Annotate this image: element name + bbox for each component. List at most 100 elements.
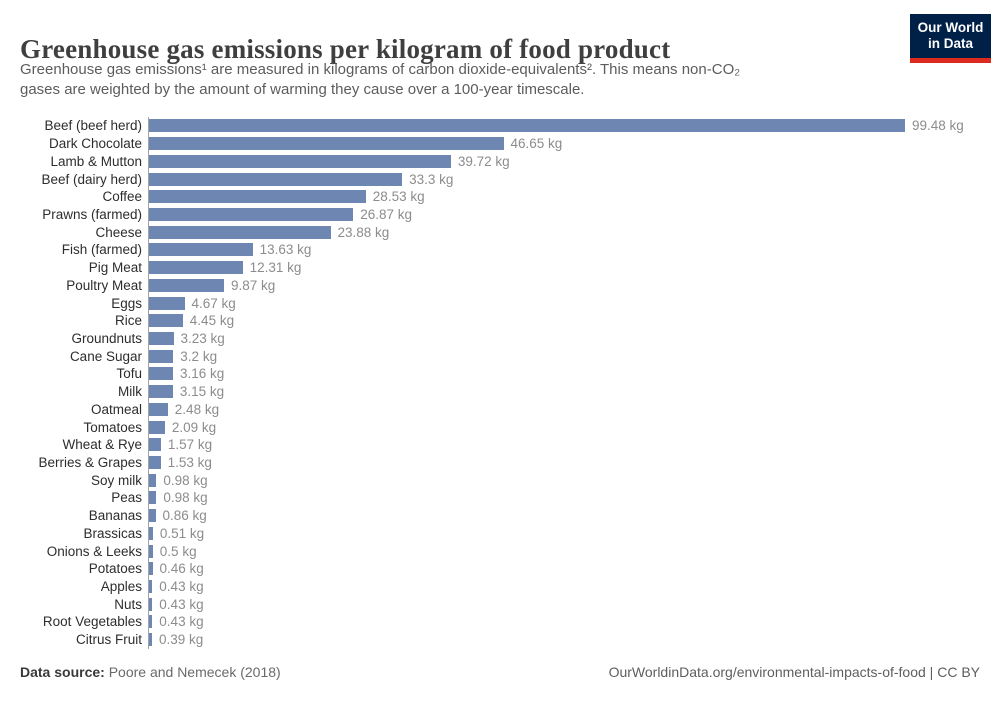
bar-track: 2.48 kg [148,400,980,419]
category-label: Apples [100,579,142,595]
bar-track: 13.63 kg [148,241,980,259]
bar-row: Berries & Grapes 1.53 kg [20,453,980,472]
category-label: Eggs [111,295,142,311]
bar[interactable] [149,526,153,540]
data-source-label: Data source: [20,664,105,680]
bar-row: Bananas 0.86 kg [20,506,980,525]
bar[interactable] [149,190,366,204]
category-label: Beef (dairy herd) [41,171,142,187]
bar-track: 1.57 kg [148,435,980,454]
bar-row: Milk 3.15 kg [20,382,980,401]
bar[interactable] [149,349,174,363]
bar[interactable] [149,438,161,452]
value-label: 0.5 kg [159,543,197,559]
category-label: Bananas [88,508,142,524]
bar[interactable] [149,509,156,523]
bar[interactable] [149,615,153,629]
bar[interactable] [149,385,173,399]
category-label: Lamb & Mutton [50,153,142,169]
category-label: Soy milk [90,472,142,488]
category-label: Wheat & Rye [62,437,142,453]
bar[interactable] [149,473,157,487]
bar[interactable] [149,137,504,151]
value-label: 26.87 kg [360,206,412,222]
bar-rows: Beef (beef herd) 99.48 kg Dark Chocolate 46… [20,117,980,649]
value-label: 0.98 kg [163,490,208,506]
bar-row: Rice 4.45 kg [20,311,980,330]
bar[interactable] [149,172,403,186]
bar[interactable] [149,314,183,328]
bar[interactable] [149,225,331,239]
bar-row: Tofu 3.16 kg [20,365,980,383]
credit-link[interactable]: OurWorldinData.org/environmental-impacts… [608,664,980,680]
bar[interactable] [149,580,153,594]
bar-track: 2.09 kg [148,418,980,436]
bar[interactable] [149,562,153,576]
value-label: 1.53 kg [167,455,212,471]
bar[interactable] [149,278,224,292]
value-label: 0.46 kg [159,561,204,577]
category-label: Cheese [95,224,142,240]
value-label: 0.39 kg [159,632,204,648]
bar-track: 99.48 kg [148,117,980,135]
bar[interactable] [149,119,905,133]
bar-track: 46.65 kg [148,134,980,153]
bar[interactable] [149,243,253,257]
value-label: 12.31 kg [249,260,302,276]
bar[interactable] [149,544,153,558]
bar[interactable] [149,261,243,275]
chart-subtitle: Greenhouse gas emissions¹ are measured i… [20,60,900,100]
bar-row: Dark Chocolate 46.65 kg [20,134,980,153]
value-label: 9.87 kg [231,277,276,293]
owid-logo-text-line2: in Data [927,36,973,51]
category-label: Potatoes [88,561,142,577]
value-label: 3.16 kg [180,366,225,382]
bar-chart: Beef (beef herd) 99.48 kg Dark Chocolate 46… [20,117,980,649]
bar-track: 4.45 kg [148,311,980,330]
value-label: 1.57 kg [167,437,213,453]
bar-row: Onions & Leeks 0.5 kg [20,542,980,560]
bar[interactable] [149,367,173,381]
value-label: 46.65 kg [510,136,563,152]
owid-logo[interactable]: Our World in Data [910,14,991,63]
bar-row: Tomatoes 2.09 kg [20,418,980,436]
category-label: Tofu [116,366,142,382]
bar-track: 0.5 kg [148,542,980,560]
value-label: 0.51 kg [159,525,205,541]
bar[interactable] [149,207,354,221]
value-label: 99.48 kg [912,118,964,134]
bar[interactable] [149,331,174,345]
bar-track: 0.43 kg [148,595,980,614]
value-label: 0.43 kg [159,579,204,595]
bar[interactable] [149,154,451,168]
bar[interactable] [149,420,165,434]
value-label: 3.23 kg [180,330,225,346]
value-label: 39.72 kg [457,153,510,169]
value-label: 0.98 kg [163,472,208,488]
bar-track: 0.86 kg [148,506,980,525]
value-label: 23.88 kg [337,224,390,240]
value-label: 2.09 kg [171,419,217,435]
bar-track: 33.3 kg [148,170,980,188]
value-label: 2.48 kg [174,401,220,417]
bar[interactable] [149,597,153,611]
bar-track: 3.16 kg [148,365,980,383]
bar-row: Brassicas 0.51 kg [20,524,980,543]
bar[interactable] [149,633,152,647]
bar-track: 12.31 kg [148,258,980,277]
bar[interactable] [149,402,168,416]
subtitle-line-1: Greenhouse gas emissions¹ are measured i… [20,61,741,78]
bar-row: Peas 0.98 kg [20,489,980,507]
bar[interactable] [149,491,157,505]
chart-footer: Data source: Poore and Nemecek (2018) Ou… [20,664,980,680]
category-label: Berries & Grapes [38,455,142,471]
bar-track: 3.15 kg [148,382,980,401]
bar-row: Wheat & Rye 1.57 kg [20,435,980,454]
data-source-value: Poore and Nemecek (2018) [108,664,281,680]
bar[interactable] [149,296,185,310]
category-label: Dark Chocolate [48,136,142,152]
category-label: Cane Sugar [69,348,142,364]
bar[interactable] [149,456,161,470]
bar-track: 3.23 kg [148,329,980,348]
